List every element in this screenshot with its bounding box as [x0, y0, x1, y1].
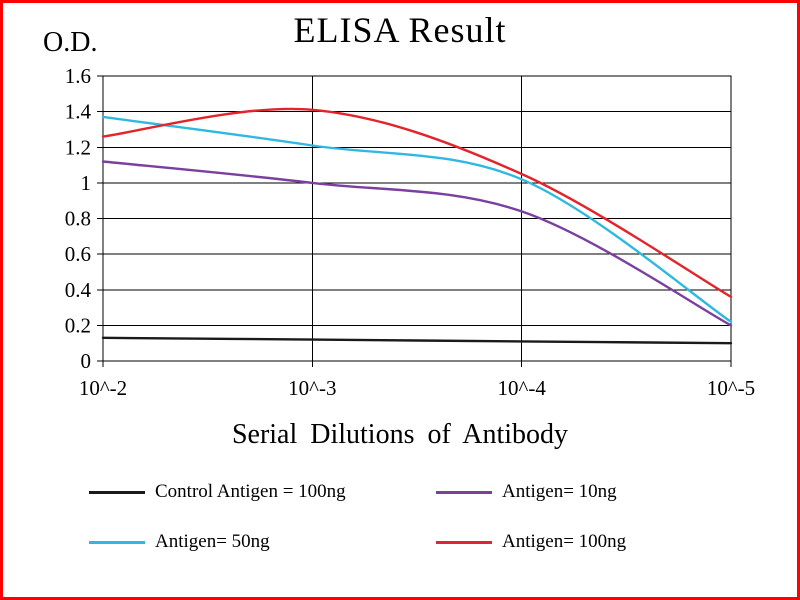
legend-item: Antigen= 100ng [436, 531, 773, 553]
y-tick-label: 0.8 [65, 207, 91, 231]
legend-line-swatch [89, 490, 145, 494]
y-tick-label: 1 [81, 171, 92, 195]
elisa-line-chart: 0 0.2 0.4 0.6 0.8 1 1.2 1.4 1.6 10^-2 10^-3 10^-4 10… [65, 64, 755, 400]
series-line [101, 115, 733, 323]
y-tick-label: 0.6 [65, 242, 91, 266]
y-tick-label: 0.4 [65, 278, 92, 302]
y-tick-label: 0 [81, 349, 92, 373]
series-line [101, 336, 733, 345]
x-tick-label: 10^-3 [288, 376, 336, 400]
legend-label: Antigen= 100ng [502, 531, 627, 552]
legend-line-swatch [436, 540, 492, 544]
legend-label: Control Antigen = 100ng [155, 481, 346, 502]
legend-line-swatch [89, 540, 145, 544]
y-tick-label: 0.2 [65, 313, 91, 337]
legend-line-swatch [436, 490, 492, 494]
y-tick-label: 1.6 [65, 64, 91, 88]
x-tick-label: 10^-4 [497, 376, 546, 400]
legend-label: Antigen= 10ng [502, 481, 617, 502]
x-axis-label: Serial Dilutions of Antibody [231, 419, 569, 450]
chart-legend: Control Antigen = 100ng Antigen= 10ng Anti… [89, 481, 773, 553]
legend-item: Antigen= 50ng [89, 531, 426, 553]
series-line [101, 107, 733, 299]
chart-title: ELISA Result [293, 10, 507, 50]
legend-item: Antigen= 10ng [436, 481, 773, 503]
legend-label: Antigen= 50ng [155, 531, 270, 552]
legend-item: Control Antigen = 100ng [89, 481, 426, 503]
y-axis-label: O.D. [43, 27, 98, 58]
x-tick-label: 10^-2 [79, 376, 127, 400]
y-tick-label: 1.4 [65, 100, 92, 124]
y-tick-label: 1.2 [65, 135, 91, 159]
plot-border [102, 75, 732, 362]
series-line [101, 160, 733, 327]
x-tick-label: 10^-5 [707, 376, 755, 400]
